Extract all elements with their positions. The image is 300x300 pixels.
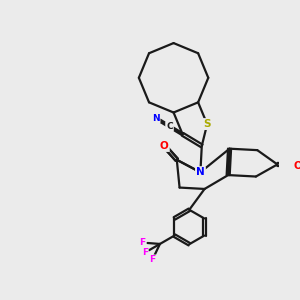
- Text: S: S: [203, 119, 211, 129]
- Text: F: F: [142, 248, 148, 257]
- Text: C: C: [166, 122, 173, 131]
- Text: F: F: [149, 255, 155, 264]
- Text: O: O: [294, 160, 300, 170]
- Text: O: O: [160, 141, 169, 151]
- Text: O: O: [160, 141, 169, 151]
- Text: C: C: [166, 122, 173, 131]
- Text: F: F: [140, 238, 146, 247]
- Text: N: N: [152, 114, 160, 123]
- Text: N: N: [152, 114, 160, 123]
- Text: N: N: [196, 167, 205, 177]
- Text: N: N: [196, 167, 205, 177]
- Text: S: S: [203, 119, 211, 129]
